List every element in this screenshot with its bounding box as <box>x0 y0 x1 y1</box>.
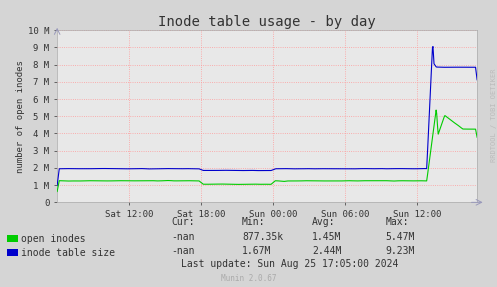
Text: Munin 2.0.67: Munin 2.0.67 <box>221 274 276 283</box>
Text: RRDTOOL / TOBI OETIKER: RRDTOOL / TOBI OETIKER <box>491 68 497 162</box>
Text: 5.47M: 5.47M <box>385 232 414 242</box>
Text: -nan: -nan <box>171 232 195 242</box>
Text: Cur:: Cur: <box>171 217 195 227</box>
Text: open inodes: open inodes <box>21 234 86 244</box>
Text: Avg:: Avg: <box>312 217 335 227</box>
Y-axis label: number of open inodes: number of open inodes <box>16 60 25 173</box>
Text: -nan: -nan <box>171 246 195 256</box>
Text: 877.35k: 877.35k <box>242 232 283 242</box>
Title: Inode table usage - by day: Inode table usage - by day <box>158 15 376 29</box>
Text: Max:: Max: <box>385 217 409 227</box>
Text: 2.44M: 2.44M <box>312 246 341 256</box>
Text: 9.23M: 9.23M <box>385 246 414 256</box>
Text: Min:: Min: <box>242 217 265 227</box>
Text: 1.45M: 1.45M <box>312 232 341 242</box>
Text: Last update: Sun Aug 25 17:05:00 2024: Last update: Sun Aug 25 17:05:00 2024 <box>181 259 399 269</box>
Text: inode table size: inode table size <box>21 249 115 258</box>
Text: 1.67M: 1.67M <box>242 246 271 256</box>
